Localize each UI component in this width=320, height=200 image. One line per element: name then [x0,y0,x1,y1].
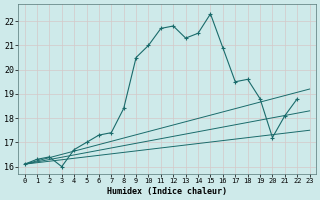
X-axis label: Humidex (Indice chaleur): Humidex (Indice chaleur) [107,187,227,196]
